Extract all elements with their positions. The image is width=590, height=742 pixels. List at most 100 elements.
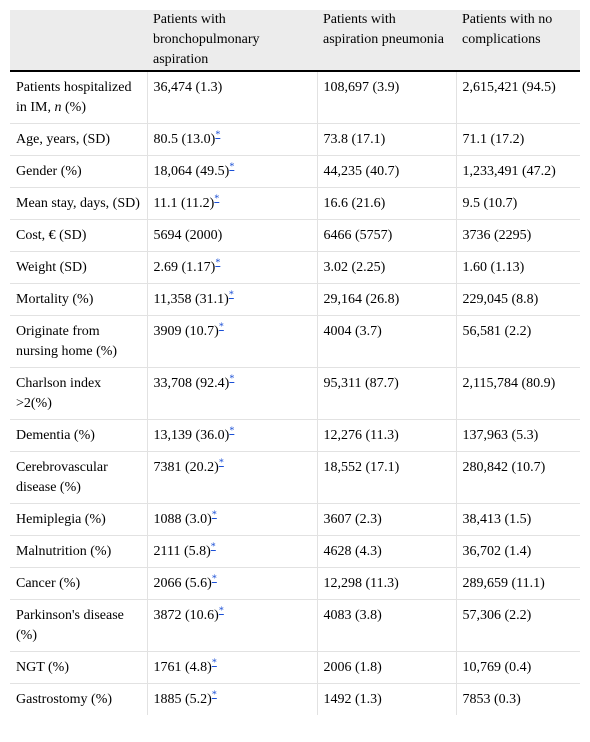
header-cell: [10, 10, 147, 72]
table-cell: 18,552 (17.1): [316, 451, 456, 504]
cell-text: 13,139 (36.0): [153, 428, 230, 443]
table-cell: 95,311 (87.7): [316, 367, 456, 420]
table-row: Weight (SD) 2.69 (1.17)* 3.02 (2.25) 1.60 (…: [10, 251, 580, 284]
table-row: Age, years, (SD) 80.5 (13.0)* 73.8 (17.1) 7…: [10, 123, 580, 156]
cell-text: 1761 (4.8): [153, 660, 212, 675]
cell-text: 56,581 (2.2): [462, 324, 532, 339]
table-cell: 3909 (10.7)*: [146, 315, 317, 368]
cell-text: 33,708 (92.4): [153, 376, 230, 391]
cell-text: 289,659 (11.1): [462, 576, 545, 591]
footnote-link[interactable]: *: [218, 321, 224, 333]
footnote-link[interactable]: *: [228, 289, 234, 301]
footnote-link[interactable]: *: [210, 541, 216, 553]
table-cell: 44,235 (40.7): [316, 155, 456, 188]
footnote-link[interactable]: *: [218, 457, 224, 469]
table-row: NGT (%) 1761 (4.8)* 2006 (1.8) 10,769 (0.4): [10, 651, 580, 684]
table-cell: 13,139 (36.0)*: [146, 419, 317, 452]
cell-text: 2111 (5.8): [153, 544, 211, 559]
footnote-link[interactable]: *: [214, 193, 220, 205]
table-row: Cancer (%) 2066 (5.6)* 12,298 (11.3) 289,65…: [10, 567, 580, 600]
row-label: Gastrostomy (%): [10, 683, 147, 715]
row-label: Malnutrition (%): [10, 535, 147, 568]
table-row: Originate from nursing home (%) 3909 (10.…: [10, 315, 580, 368]
footnote-link[interactable]: *: [215, 129, 221, 141]
cell-text: 80.5 (13.0): [153, 132, 216, 147]
header-cell: Patients with bronchopulmonary aspiratio…: [147, 10, 317, 72]
cell-text: 3607 (2.3): [323, 512, 382, 527]
footnote-link[interactable]: *: [229, 425, 235, 437]
table-cell: 57,306 (2.2): [455, 599, 580, 652]
footnote-link[interactable]: *: [218, 605, 224, 617]
cell-text: 12,276 (11.3): [323, 428, 399, 443]
footnote-link[interactable]: *: [229, 373, 235, 385]
footnote-mark: *: [212, 509, 217, 520]
table-cell: 2066 (5.6)*: [146, 567, 317, 600]
label-part: (%): [61, 100, 86, 115]
table-cell: 7853 (0.3): [455, 683, 580, 715]
row-label: Weight (SD): [10, 251, 147, 284]
table-row: Charlson index >2(%) 33,708 (92.4)* 95,311…: [10, 367, 580, 420]
table-cell: 18,064 (49.5)*: [146, 155, 317, 188]
cell-text: 1.60 (1.13): [462, 260, 525, 275]
table-body: Patients hospitalized in IM, n (%) 36,474…: [10, 70, 580, 715]
cell-text: 1088 (3.0): [153, 512, 212, 527]
table-cell: 36,702 (1.4): [455, 535, 580, 568]
table-row: Gender (%) 18,064 (49.5)* 44,235 (40.7) 1,2…: [10, 155, 580, 188]
label-part: n: [54, 100, 62, 115]
header-cell: Patients with no complications: [456, 10, 580, 72]
footnote-link[interactable]: *: [211, 573, 217, 585]
table-cell: 4083 (3.8): [316, 599, 456, 652]
table-header: Patients with bronchopulmonary aspiratio…: [10, 10, 580, 72]
table-cell: 3.02 (2.25): [316, 251, 456, 284]
table-cell: 12,276 (11.3): [316, 419, 456, 452]
table-cell: 36,474 (1.3): [146, 70, 317, 124]
table-cell: 10,769 (0.4): [455, 651, 580, 684]
table-cell: 11,358 (31.1)*: [146, 283, 317, 316]
table-cell: 71.1 (17.2): [455, 123, 580, 156]
table-cell: 1.60 (1.13): [455, 251, 580, 284]
footnote-link[interactable]: *: [211, 509, 217, 521]
table-cell: 38,413 (1.5): [455, 503, 580, 536]
cell-text: 3909 (10.7): [153, 324, 219, 339]
table-cell: 5694 (2000): [146, 219, 317, 252]
row-label: Hemiplegia (%): [10, 503, 147, 536]
cell-text: 36,474 (1.3): [153, 80, 223, 95]
table-cell: 3736 (2295): [455, 219, 580, 252]
table-cell: 2,115,784 (80.9): [455, 367, 580, 420]
cell-text: 36,702 (1.4): [462, 544, 532, 559]
table-row: Mortality (%) 11,358 (31.1)* 29,164 (26.8)…: [10, 283, 580, 316]
table-cell: 108,697 (3.9): [316, 70, 456, 124]
footnote-mark: *: [229, 373, 234, 384]
cell-text: 3736 (2295): [462, 228, 532, 243]
row-label: Originate from nursing home (%): [10, 315, 147, 368]
footnote-link[interactable]: *: [211, 657, 217, 669]
cell-text: 44,235 (40.7): [323, 164, 400, 179]
row-label: Cancer (%): [10, 567, 147, 600]
table-cell: 80.5 (13.0)*: [146, 123, 317, 156]
table-cell: 56,581 (2.2): [455, 315, 580, 368]
cell-text: 3.02 (2.25): [323, 260, 386, 275]
table-cell: 2,615,421 (94.5): [455, 70, 580, 124]
footnote-mark: *: [229, 161, 234, 172]
row-label: Patients hospitalized in IM, n (%): [10, 70, 147, 124]
row-label: Mean stay, days, (SD): [10, 187, 147, 220]
table-cell: 73.8 (17.1): [316, 123, 456, 156]
cell-text: 108,697 (3.9): [323, 80, 400, 95]
table-cell: 289,659 (11.1): [455, 567, 580, 600]
footnote-link[interactable]: *: [215, 257, 221, 269]
table-cell: 229,045 (8.8): [455, 283, 580, 316]
cell-text: 5694 (2000): [153, 228, 223, 243]
footnote-mark: *: [219, 321, 224, 332]
row-label: Cost, € (SD): [10, 219, 147, 252]
cell-text: 7381 (20.2): [153, 460, 219, 475]
table-cell: 4004 (3.7): [316, 315, 456, 368]
table-cell: 4628 (4.3): [316, 535, 456, 568]
footnote-mark: *: [211, 541, 216, 552]
footnote-link[interactable]: *: [229, 161, 235, 173]
table-row: Patients hospitalized in IM, n (%) 36,474…: [10, 70, 580, 124]
table-cell: 3872 (10.6)*: [146, 599, 317, 652]
table-row: Hemiplegia (%) 1088 (3.0)* 3607 (2.3) 38,41…: [10, 503, 580, 536]
cell-text: 2,115,784 (80.9): [462, 376, 556, 391]
cell-text: 229,045 (8.8): [462, 292, 539, 307]
footnote-link[interactable]: *: [211, 689, 217, 701]
